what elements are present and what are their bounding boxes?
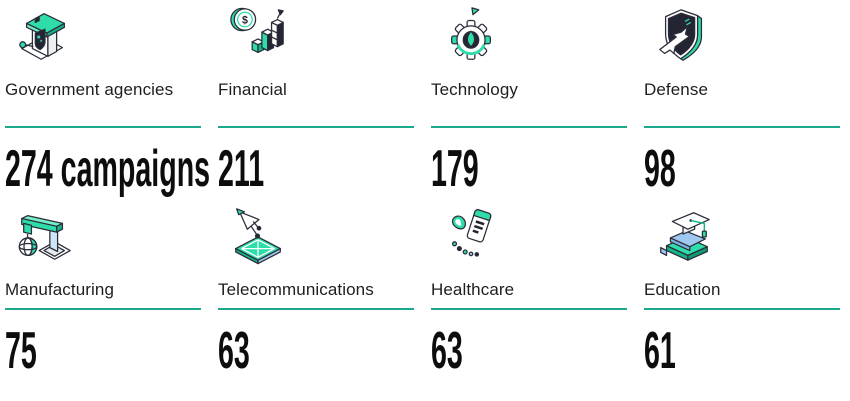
sector-label: Telecommunications: [218, 280, 374, 299]
sector-label: Financial: [218, 80, 287, 99]
sector-value: 63: [218, 322, 250, 380]
divider-line: [431, 308, 627, 310]
sector-value: 211: [218, 140, 265, 198]
medical-dispenser-icon: [440, 205, 502, 267]
sector-value: 274 campaigns: [5, 140, 211, 198]
stat-card-manufacturing: Manufacturing 75: [5, 195, 201, 401]
sector-value: 179: [431, 140, 479, 198]
divider-line: [644, 308, 840, 310]
government-building-icon: [14, 5, 76, 67]
shield-jet-icon: [653, 5, 715, 67]
gear-drop-icon: [440, 5, 502, 67]
sector-label: Healthcare: [431, 280, 515, 299]
sector-label: Technology: [431, 80, 519, 99]
stat-card-healthcare: Healthcare 63: [431, 195, 627, 401]
sector-label: Education: [644, 280, 721, 299]
divider-line: [431, 126, 627, 128]
satellite-dish-icon: [227, 205, 289, 267]
stat-card-education: Education 61: [644, 195, 840, 401]
sector-label: Government agencies: [5, 80, 174, 99]
sector-value: 63: [431, 322, 463, 380]
stat-card-financial: $ Financial 211: [218, 0, 414, 195]
sector-value: 61: [644, 322, 676, 380]
stat-card-technology: Technology 179: [431, 0, 627, 195]
svg-text:$: $: [242, 15, 248, 27]
stat-card-defense: Defense 98: [644, 0, 840, 195]
graduation-cap-books-icon: [653, 205, 715, 267]
coin-bar-chart-icon: $: [227, 5, 289, 67]
stat-card-government: Government agencies 274 campaigns: [5, 0, 210, 195]
divider-line: [218, 126, 414, 128]
robotic-arm-globe-icon: [14, 205, 76, 267]
divider-line: [644, 126, 840, 128]
sector-value: 75: [5, 322, 37, 380]
divider-line: [5, 308, 201, 310]
divider-line: [5, 126, 201, 128]
sector-label: Manufacturing: [5, 280, 115, 299]
stat-card-telecommunications: Telecommunications 63: [218, 195, 414, 401]
sector-label: Defense: [644, 80, 709, 99]
divider-line: [218, 308, 414, 310]
sector-value: 98: [644, 140, 676, 198]
